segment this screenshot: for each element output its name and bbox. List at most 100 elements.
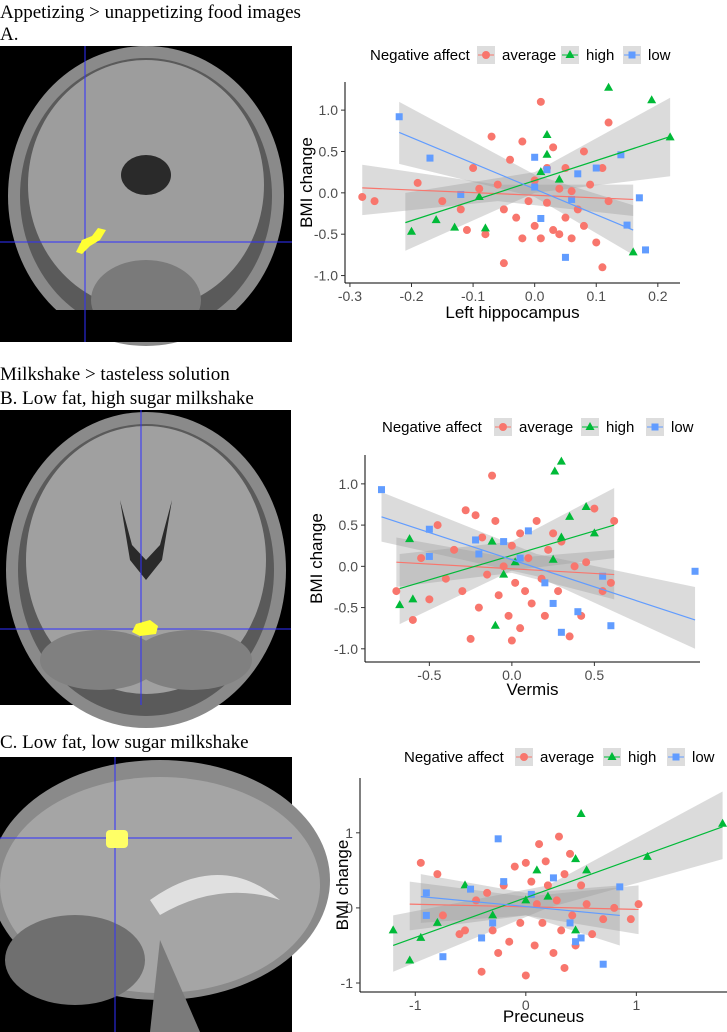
point: [518, 234, 527, 243]
y-axis-title: BMI change: [333, 840, 352, 931]
point: [405, 534, 415, 543]
point: [606, 578, 615, 587]
legend-label: low: [671, 419, 694, 436]
point: [549, 529, 558, 538]
point: [634, 900, 643, 909]
caption: C. Low fat, low sugar milkshake: [0, 732, 249, 753]
point: [607, 622, 615, 630]
point: [598, 164, 607, 173]
point: [462, 226, 471, 235]
fit-line: [396, 561, 615, 576]
y-tick-label: -0.5: [334, 600, 358, 616]
point: [461, 926, 470, 935]
y-tick-label: 0.0: [339, 558, 359, 574]
fit-line: [381, 516, 696, 621]
point: [521, 895, 531, 904]
point: [488, 926, 497, 935]
y-tick-label: 0.5: [339, 517, 359, 533]
point: [548, 554, 558, 563]
fit-line: [405, 136, 671, 224]
point: [560, 870, 569, 879]
point: [491, 516, 500, 525]
legend-symbol: [672, 753, 680, 761]
point: [552, 896, 561, 905]
point: [487, 132, 496, 141]
point: [467, 885, 475, 893]
y-axis-title: BMI change: [297, 137, 316, 228]
point: [433, 870, 442, 879]
point: [544, 545, 553, 554]
legend-label: high: [628, 749, 656, 766]
confidence-band: [409, 881, 639, 935]
point: [561, 213, 570, 222]
point: [628, 247, 638, 256]
point: [635, 194, 643, 202]
point: [536, 97, 545, 106]
point: [536, 234, 545, 243]
point: [516, 918, 525, 927]
point: [487, 536, 497, 545]
point: [480, 223, 490, 232]
point: [422, 889, 430, 897]
point: [581, 501, 591, 510]
point: [500, 538, 508, 546]
y-tick-label: -1.0: [314, 268, 338, 284]
point: [531, 183, 539, 191]
point: [432, 917, 442, 926]
point: [604, 197, 613, 206]
point: [494, 835, 502, 843]
point: [532, 516, 541, 525]
legend-label: low: [648, 47, 671, 64]
legend-symbol: [651, 423, 659, 431]
point: [481, 230, 490, 239]
point: [626, 915, 635, 924]
point: [542, 149, 552, 158]
point: [378, 486, 386, 494]
point: [416, 932, 426, 941]
x-tick-label: 0.2: [648, 288, 668, 304]
point: [474, 603, 483, 612]
point: [543, 166, 551, 174]
point: [431, 215, 441, 224]
legend-symbol: [565, 50, 575, 58]
y-axis-title: BMI change: [307, 513, 326, 604]
legend-title: Negative affect: [382, 419, 483, 436]
point: [557, 628, 565, 636]
point: [408, 594, 418, 603]
point: [531, 153, 539, 161]
point: [472, 896, 481, 905]
point: [588, 930, 597, 939]
point: [555, 184, 564, 193]
fit-line: [362, 187, 634, 201]
point: [395, 113, 403, 121]
point: [425, 552, 433, 560]
point: [642, 246, 650, 254]
point: [586, 180, 595, 189]
point: [507, 636, 516, 645]
x-tick-label: 1: [632, 997, 640, 1013]
point: [507, 541, 516, 550]
point: [647, 95, 657, 104]
point: [516, 554, 524, 562]
caption: Milkshake > tasteless solution: [0, 364, 230, 385]
point: [542, 198, 551, 207]
point: [579, 147, 588, 156]
point: [623, 221, 631, 229]
legend-label: high: [586, 47, 614, 64]
point: [417, 554, 426, 563]
x-tick-label: -0.1: [461, 288, 485, 304]
point: [549, 599, 557, 607]
point: [471, 511, 480, 520]
y-tick-label: 0.0: [319, 185, 339, 201]
point: [590, 504, 599, 513]
point: [535, 840, 544, 849]
point: [555, 230, 564, 239]
point: [572, 938, 580, 946]
x-tick-label: 0.1: [587, 288, 607, 304]
point: [536, 167, 546, 176]
y-tick-label: -1.0: [334, 641, 358, 657]
point: [527, 599, 536, 608]
point: [565, 511, 575, 520]
point: [571, 854, 581, 863]
